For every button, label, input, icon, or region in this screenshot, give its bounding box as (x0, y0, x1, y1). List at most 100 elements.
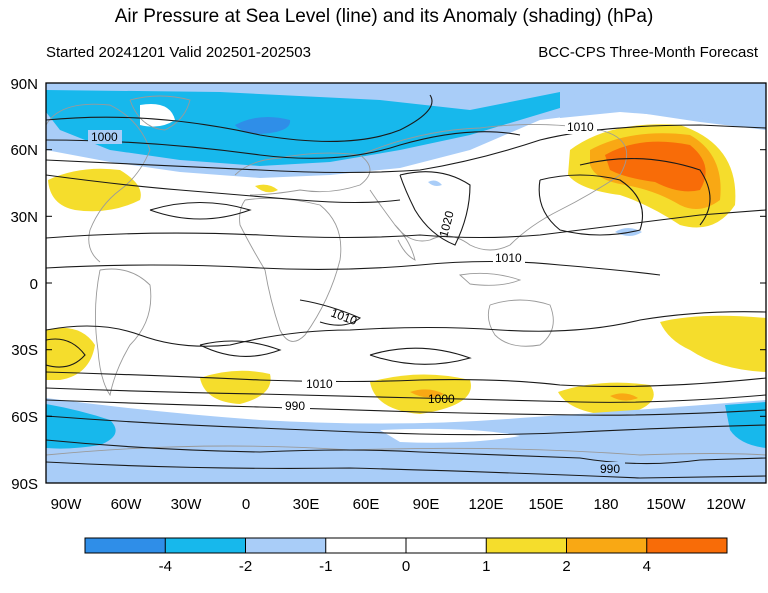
lat-label: 30S (11, 342, 38, 359)
lat-label: 0 (30, 276, 38, 293)
contour-985-south (46, 415, 766, 436)
contour-label: 1000 (428, 392, 455, 406)
coast-antarctica (46, 445, 766, 456)
contour-label-bg-4 (493, 251, 525, 264)
colorbar-box-negative (165, 538, 246, 553)
contour-1020-south-ind2 (369, 347, 472, 365)
lat-ticks (46, 82, 766, 484)
coast-australia (487, 299, 554, 347)
colorbar-box-weak-negative (245, 538, 326, 553)
coast-indonesia (459, 272, 522, 286)
lon-label: 120W (706, 496, 746, 513)
contour-label-bg-2 (565, 120, 597, 134)
anomaly-indian-positive-west (200, 370, 271, 404)
contour-1000-antarctic (46, 461, 766, 479)
lat-label: 60N (10, 142, 38, 159)
lat-label: 90N (10, 76, 38, 93)
lon-label: 150W (646, 496, 686, 513)
map-title: Air Pressure at Sea Level (line) and its… (114, 6, 654, 27)
coast-greenland (129, 95, 191, 131)
anomaly-south-negative (46, 404, 116, 449)
lon-label: 60E (353, 496, 380, 513)
contour-1000-north (46, 94, 433, 142)
lon-label: 60W (111, 496, 143, 513)
colorbar-label: 4 (643, 558, 651, 575)
colorbar-box-strong-positive (646, 538, 727, 553)
coast-africa (239, 197, 342, 342)
anomaly-north-core (235, 116, 291, 134)
contour-1020-south-ind (199, 340, 282, 357)
forecast-dates: Started 20241201 Valid 202501-202503 (46, 44, 311, 61)
colorbar-label: 2 (562, 558, 570, 575)
colorbar-box-weak-positive (486, 538, 567, 553)
anomaly-indian-positive-core (410, 389, 444, 398)
coast-south-america (94, 268, 152, 397)
anomaly-europe-negative (560, 92, 766, 130)
lat-labels: 90N 60N 30N 0 30S 60S 90S (10, 76, 38, 493)
colorbar-label: -1 (319, 558, 332, 575)
anomaly-atlantic-positive (48, 168, 141, 212)
colorbar-box-positive (566, 538, 647, 553)
coast-india (394, 224, 416, 261)
lat-label: 30N (10, 209, 38, 226)
lat-label: 60S (11, 409, 38, 426)
anomaly-atlantic-small-negative (428, 180, 442, 186)
contour-1010-africa (299, 299, 362, 326)
contour-label: 990 (285, 399, 305, 413)
contour-1015-tropics-n (46, 209, 766, 239)
pressure-contours (46, 94, 766, 479)
anomaly-europe-positive-small (255, 184, 278, 193)
coast-north-america (46, 103, 151, 263)
contour-label-bg-7 (282, 399, 310, 412)
contour-990-antarctic (46, 439, 766, 465)
coast-asia (359, 123, 628, 251)
lon-label: 120E (468, 496, 503, 513)
anomaly-north-negative-strong (46, 90, 560, 166)
colorbar-label: -2 (239, 558, 252, 575)
lon-label: 150E (528, 496, 563, 513)
anomaly-south-negative-east (725, 402, 766, 448)
colorbar-label: 0 (402, 558, 410, 575)
anomaly-southern-positive (558, 382, 654, 416)
colorbar-box-neutral-neg (325, 538, 406, 553)
colorbar: -4 -2 -1 0 1 2 4 (84, 537, 728, 575)
contour-label-bg-9 (597, 462, 625, 475)
anomaly-south-pacific-positive (660, 315, 766, 372)
anomaly-pole-patch (140, 104, 175, 127)
contour-label: 1020 (436, 209, 457, 239)
contour-label: 1010 (306, 377, 333, 391)
contour-label-bg-6 (302, 377, 336, 390)
contour-1010-equator (46, 260, 661, 276)
contour-label: 1000 (91, 130, 118, 144)
contour-1010-pacific-inner (579, 158, 711, 226)
contour-990-south (46, 399, 766, 416)
colorbar-box-strong-negative (85, 538, 166, 553)
anomaly-southern-positive-core (610, 393, 638, 401)
lon-label: 180 (593, 496, 618, 513)
contour-1015-south (46, 311, 766, 347)
contour-1020-south-atl (46, 338, 86, 368)
lon-label: 90E (413, 496, 440, 513)
colorbar-box-neutral-pos (406, 538, 487, 553)
colorbar-label: 1 (482, 558, 490, 575)
lon-label: 0 (242, 496, 250, 513)
contour-1020-atlantic (149, 202, 252, 220)
anomaly-pacific-positive-core (605, 141, 706, 192)
contour-1015-pacific (538, 174, 644, 236)
lat-label: 90S (11, 476, 38, 493)
anomaly-south-white (380, 428, 520, 443)
coast-europe (234, 152, 371, 196)
forecast-source: BCC-CPS Three-Month Forecast (538, 44, 758, 61)
lon-label: 30E (293, 496, 320, 513)
contour-1000-south (46, 387, 766, 403)
anomaly-shading (46, 83, 766, 483)
contour-1020-siberia (399, 171, 471, 246)
contour-label: 1010 (495, 251, 522, 265)
contour-label: 990 (600, 462, 620, 476)
lon-label: 90W (51, 496, 83, 513)
contour-label-bg-1 (88, 130, 122, 144)
contour-1015-north (46, 174, 401, 204)
colorbar-label: -4 (159, 558, 172, 575)
lon-label: 30W (171, 496, 203, 513)
